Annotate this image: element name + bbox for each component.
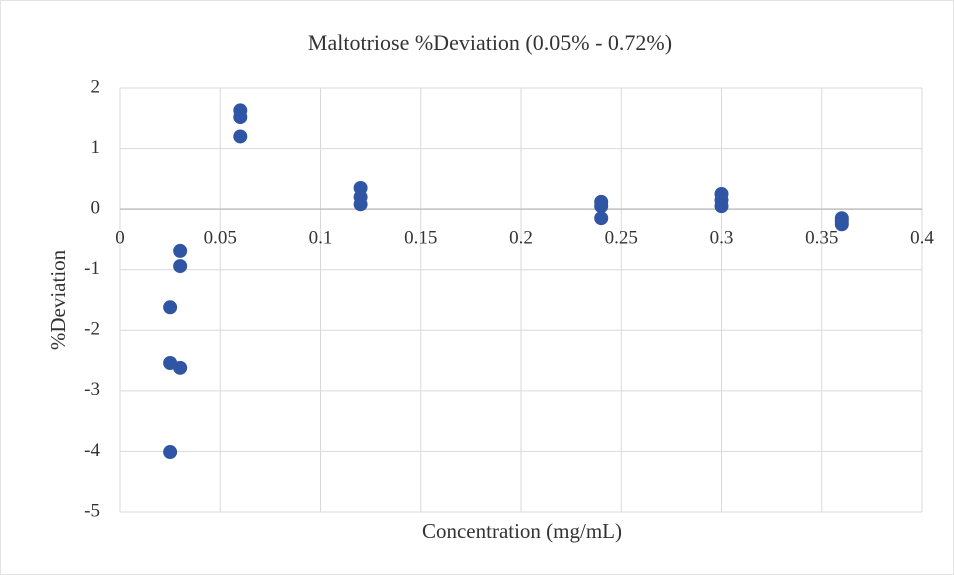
x-tick-label: 0.2 [509,228,533,249]
point [594,199,609,214]
y-tick-label: 1 [91,137,101,158]
y-tick-label: -2 [84,319,100,340]
point [163,445,178,460]
x-tick-label: 0.4 [910,228,934,249]
y-tick-label: 2 [91,76,101,97]
point [594,211,609,226]
y-tick-label: -4 [84,440,100,461]
point [233,129,248,144]
point [233,110,248,125]
point [173,360,188,375]
point [163,300,178,315]
x-tick-label: 0.35 [805,228,838,249]
x-tick-label: 0 [115,228,125,249]
point [714,199,729,214]
x-tick-label: 0.15 [404,228,437,249]
y-tick-label: -5 [84,500,100,521]
y-tick-label: -1 [84,258,100,279]
point [353,197,368,212]
chart-title: Maltotriose %Deviation (0.05% - 0.72%) [308,30,672,55]
point [173,243,188,258]
y-tick-label: -3 [84,379,100,400]
x-tick-label: 0.1 [309,228,333,249]
y-axis-label: %Deviation [46,249,70,350]
point [173,259,188,274]
x-tick-label: 0.3 [710,228,734,249]
x-tick-label: 0.05 [204,228,237,249]
y-tick-label: 0 [91,198,101,219]
x-tick-label: 0.25 [605,228,638,249]
x-axis-label: Concentration (mg/mL) [422,519,622,543]
point [834,217,849,232]
